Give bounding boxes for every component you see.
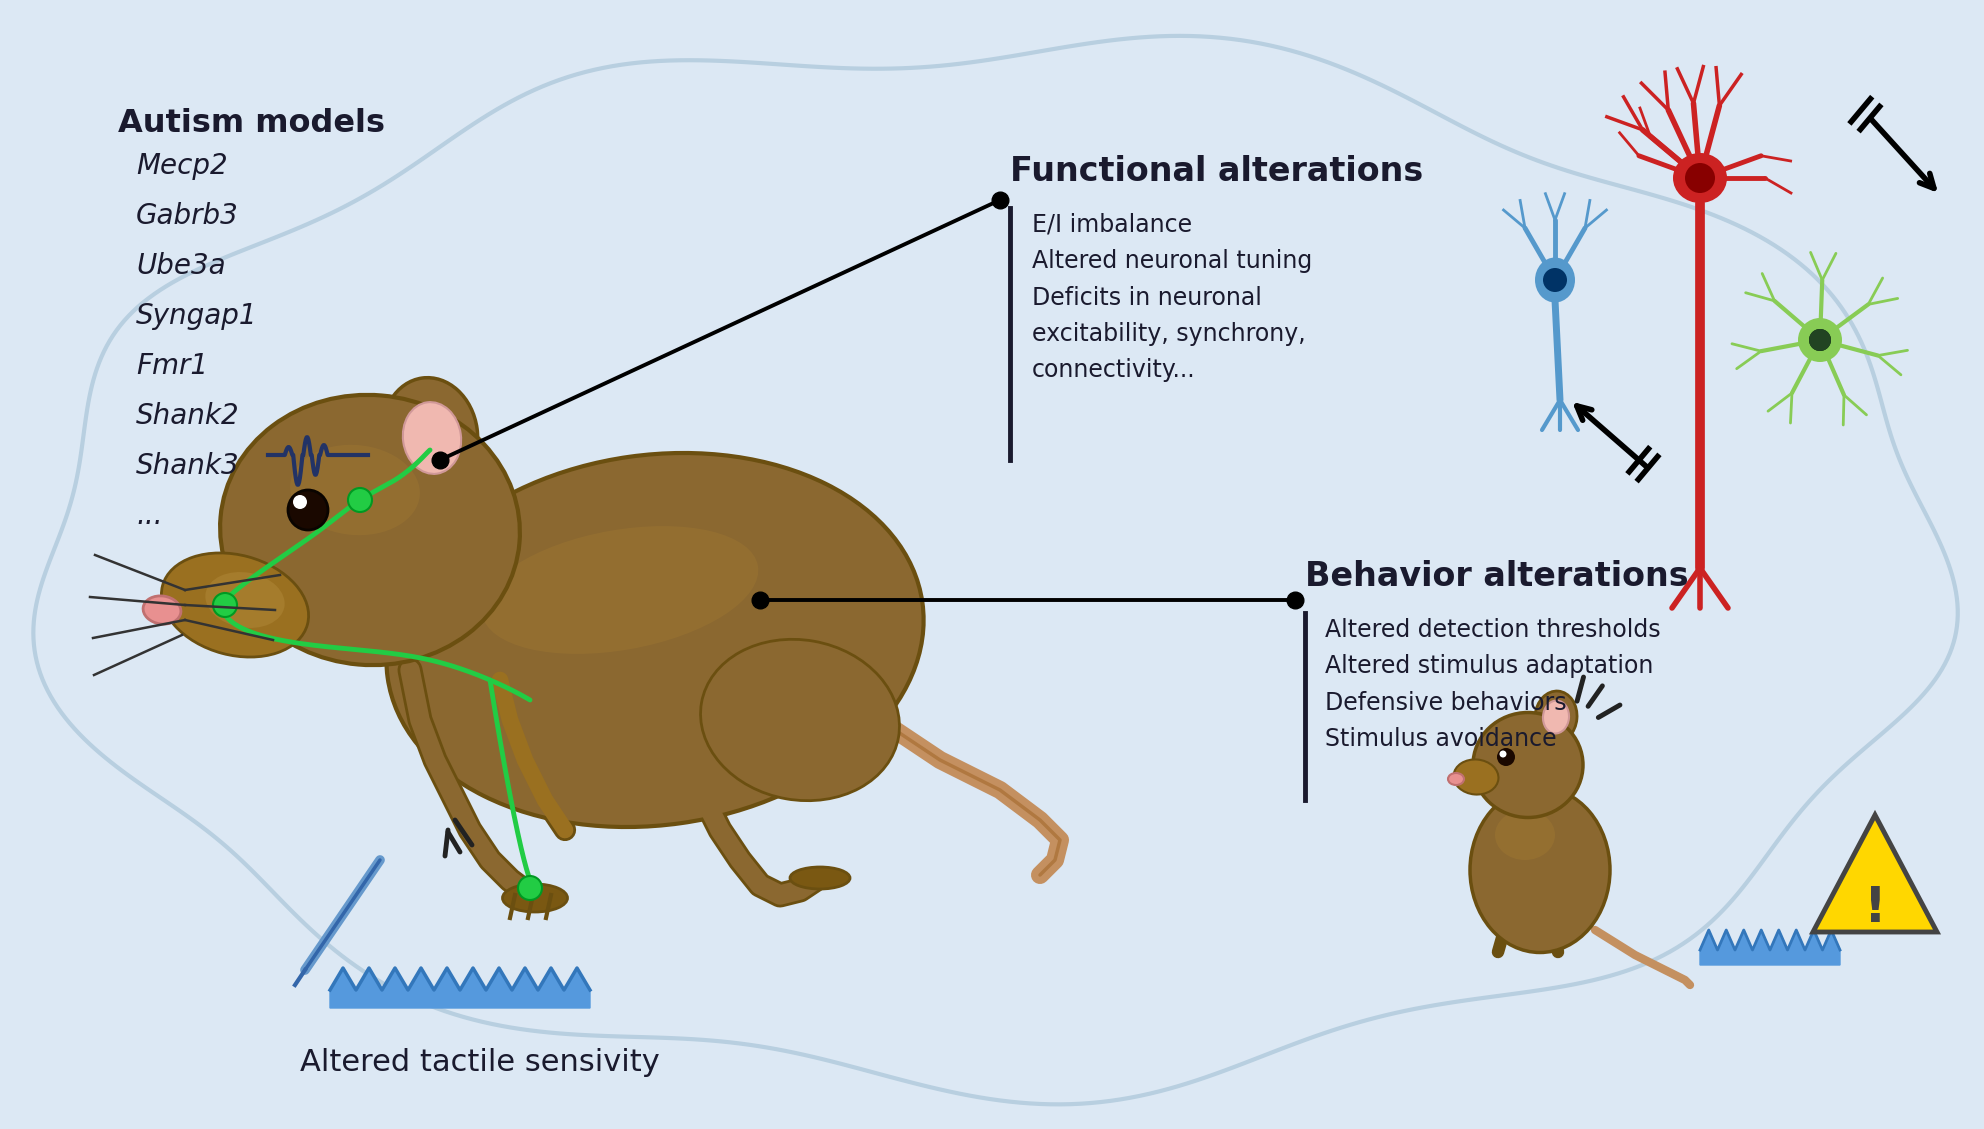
Text: Altered tactile sensivity: Altered tactile sensivity — [300, 1048, 661, 1077]
Circle shape — [294, 495, 308, 509]
Polygon shape — [1813, 815, 1936, 933]
Circle shape — [1809, 329, 1831, 351]
Polygon shape — [1700, 930, 1839, 965]
Ellipse shape — [1544, 700, 1569, 734]
Circle shape — [347, 488, 373, 511]
Text: Functional alterations: Functional alterations — [1010, 155, 1423, 189]
Ellipse shape — [290, 445, 421, 535]
Circle shape — [212, 593, 236, 618]
Text: E/I imbalance
Altered neuronal tuning
Deficits in neuronal
excitability, synchro: E/I imbalance Altered neuronal tuning De… — [1032, 213, 1311, 383]
Ellipse shape — [700, 639, 899, 800]
Ellipse shape — [204, 572, 284, 628]
Ellipse shape — [143, 596, 181, 624]
Ellipse shape — [403, 402, 460, 474]
Text: Shank2: Shank2 — [137, 402, 240, 430]
Ellipse shape — [1470, 788, 1609, 953]
Circle shape — [1500, 751, 1506, 758]
Text: Behavior alterations: Behavior alterations — [1305, 560, 1688, 593]
Circle shape — [1684, 163, 1714, 193]
Ellipse shape — [387, 453, 925, 828]
Ellipse shape — [502, 884, 567, 912]
Ellipse shape — [1673, 154, 1726, 203]
Ellipse shape — [1472, 712, 1583, 817]
Text: ...: ... — [137, 502, 163, 530]
Ellipse shape — [1536, 257, 1575, 303]
Ellipse shape — [161, 553, 310, 657]
Circle shape — [1544, 268, 1567, 292]
Text: Gabrb3: Gabrb3 — [137, 202, 238, 230]
Ellipse shape — [482, 526, 758, 654]
Polygon shape — [329, 968, 589, 1008]
Text: Altered detection thresholds
Altered stimulus adaptation
Defensive behaviors
Sti: Altered detection thresholds Altered sti… — [1325, 618, 1661, 751]
Ellipse shape — [1536, 691, 1577, 743]
Text: Syngap1: Syngap1 — [137, 301, 258, 330]
Text: Autism models: Autism models — [117, 108, 385, 139]
Ellipse shape — [1454, 760, 1498, 795]
Ellipse shape — [220, 395, 520, 665]
Ellipse shape — [1496, 809, 1555, 860]
Circle shape — [1809, 329, 1831, 351]
Text: !: ! — [1863, 884, 1887, 933]
Circle shape — [288, 490, 327, 530]
Ellipse shape — [383, 378, 478, 492]
PathPatch shape — [34, 36, 1958, 1104]
Circle shape — [518, 876, 542, 900]
Ellipse shape — [790, 867, 849, 889]
Text: Ube3a: Ube3a — [137, 252, 226, 280]
Text: Mecp2: Mecp2 — [137, 152, 228, 180]
Circle shape — [1798, 318, 1841, 362]
Text: Fmr1: Fmr1 — [137, 352, 208, 380]
Ellipse shape — [1448, 773, 1464, 785]
Text: Shank3: Shank3 — [137, 452, 240, 480]
Circle shape — [1498, 749, 1516, 765]
